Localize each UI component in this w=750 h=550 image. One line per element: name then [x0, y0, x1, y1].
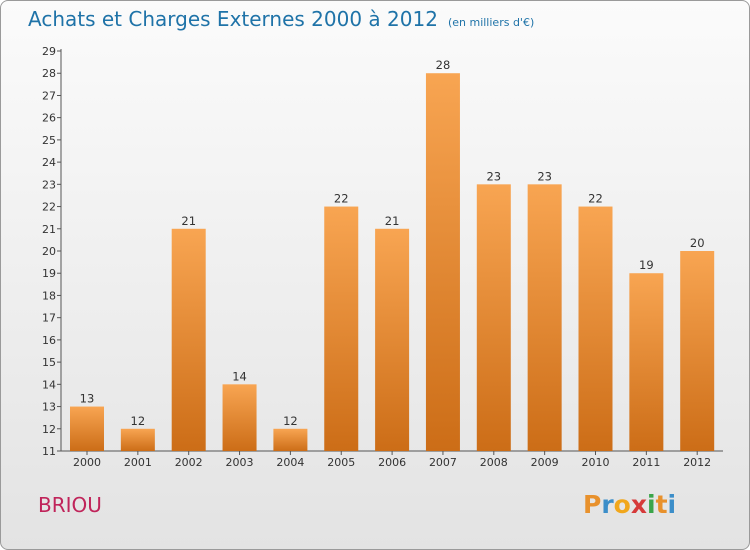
proxiti-logo: Proxiti — [583, 490, 676, 519]
x-tick-label: 2009 — [531, 456, 559, 469]
bar-2000 — [70, 406, 104, 451]
y-tick-label: 25 — [42, 134, 56, 147]
logo-letter: x — [630, 490, 647, 519]
x-tick-label: 2002 — [175, 456, 203, 469]
bar-2007 — [425, 73, 460, 451]
x-tick-label: 2000 — [73, 456, 101, 469]
chart-subtitle: (en milliers d'€) — [447, 16, 535, 29]
x-tick-label: 2006 — [378, 456, 406, 469]
x-tick-label: 2007 — [429, 456, 457, 469]
bar-2002 — [171, 228, 206, 451]
bar-2006 — [375, 228, 410, 451]
bar-2003 — [222, 384, 257, 451]
x-tick-label: 2003 — [226, 456, 254, 469]
y-tick-label: 15 — [42, 356, 56, 369]
bar-2008 — [476, 184, 511, 452]
y-tick-label: 18 — [42, 289, 56, 302]
x-tick-label: 2004 — [276, 456, 304, 469]
bar-value-label: 19 — [639, 258, 654, 272]
y-tick-label: 23 — [42, 178, 56, 191]
bar-value-label: 21 — [385, 214, 400, 228]
x-tick-label: 2008 — [480, 456, 508, 469]
chart-axes: 11 12 13 14 15 16 17 18 19 20 21 22 23 24 25 26 27 28 29 20… — [42, 45, 723, 469]
bar-2009 — [527, 184, 562, 452]
bar-2012 — [680, 251, 715, 451]
bar-2001 — [120, 428, 155, 451]
chart-title: Achats et Charges Externes 2000 à 2012 (e… — [28, 7, 534, 31]
bar-value-label: 23 — [537, 169, 552, 183]
bar-2004 — [273, 428, 308, 451]
logo-letter: i — [647, 490, 656, 519]
bar-value-label: 12 — [131, 414, 146, 428]
bar-value-label: 20 — [690, 236, 705, 250]
y-tick-label: 24 — [42, 156, 56, 169]
y-tick-label: 12 — [42, 423, 56, 436]
bar-value-label: 14 — [232, 369, 247, 383]
bar-value-label: 21 — [181, 214, 196, 228]
y-tick-label: 11 — [42, 445, 56, 458]
y-tick-label: 17 — [42, 312, 56, 325]
x-tick-label: 2012 — [683, 456, 711, 469]
x-tick-label: 2011 — [632, 456, 660, 469]
y-tick-label: 21 — [42, 223, 56, 236]
bar-value-label: 22 — [588, 192, 603, 206]
bar-value-label: 23 — [486, 169, 501, 183]
y-tick-label: 20 — [42, 245, 56, 258]
logo-letter: P — [583, 490, 602, 519]
logo-letter: i — [667, 490, 677, 519]
logo-letter: o — [613, 490, 631, 519]
logo-letter: r — [601, 490, 614, 519]
y-tick-label: 29 — [42, 45, 56, 58]
y-tick-label: 27 — [42, 89, 56, 102]
y-tick-label: 13 — [42, 401, 56, 414]
logo-letter: t — [655, 490, 668, 519]
chart-bars: 13 12 21 14 12 22 21 28 23 23 22 19 20 — [70, 58, 715, 452]
y-tick-label: 26 — [42, 112, 56, 125]
bar-2011 — [629, 273, 664, 451]
commune-name: BRIOU — [38, 493, 102, 517]
y-tick-label: 14 — [42, 378, 56, 391]
bar-2005 — [324, 206, 359, 451]
bar-value-label: 22 — [334, 192, 349, 206]
chart-title-text: Achats et Charges Externes 2000 à 2012 — [28, 7, 438, 31]
bar-value-label: 12 — [283, 414, 298, 428]
y-tick-label: 16 — [42, 334, 56, 347]
y-tick-label: 19 — [42, 267, 56, 280]
x-tick-label: 2005 — [327, 456, 355, 469]
bar-value-label: 13 — [80, 392, 95, 406]
x-tick-label: 2010 — [582, 456, 610, 469]
bar-value-label: 28 — [436, 58, 451, 72]
x-tick-label: 2001 — [124, 456, 152, 469]
bar-2010 — [578, 206, 613, 451]
y-tick-label: 28 — [42, 67, 56, 80]
y-tick-label: 22 — [42, 201, 56, 214]
